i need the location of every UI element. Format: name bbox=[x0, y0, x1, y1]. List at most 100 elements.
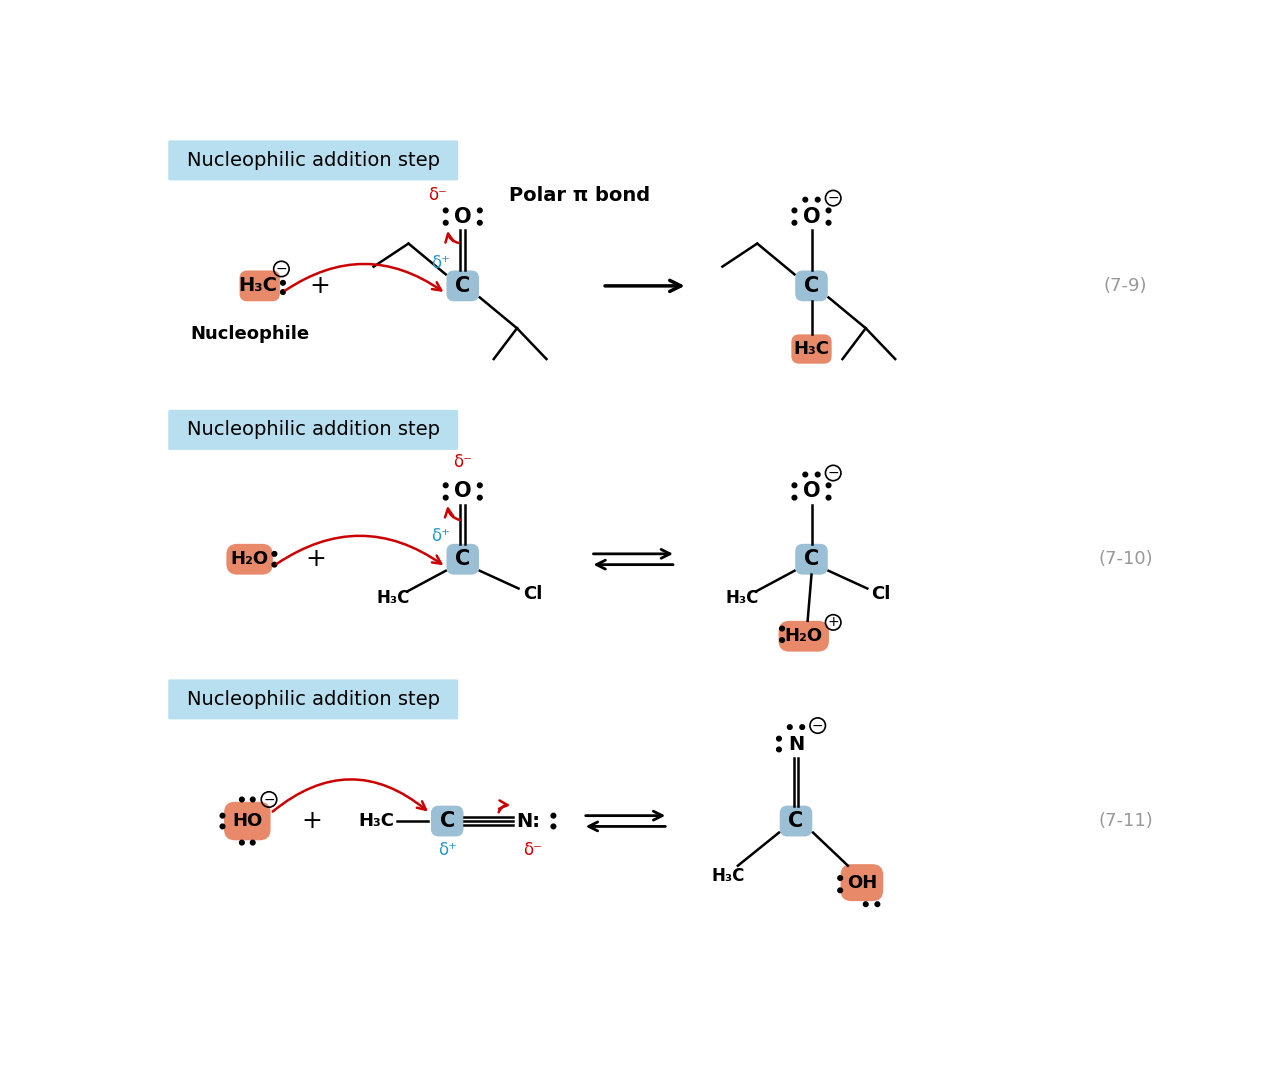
Text: δ⁺: δ⁺ bbox=[431, 254, 451, 272]
Circle shape bbox=[815, 473, 820, 477]
Text: C: C bbox=[788, 811, 804, 831]
Text: δ⁺: δ⁺ bbox=[431, 527, 451, 545]
Text: OH: OH bbox=[846, 874, 877, 892]
Circle shape bbox=[281, 281, 285, 285]
Text: Cl: Cl bbox=[872, 585, 891, 603]
Circle shape bbox=[478, 495, 482, 500]
Circle shape bbox=[250, 797, 256, 801]
Text: δ⁺: δ⁺ bbox=[438, 841, 457, 859]
FancyBboxPatch shape bbox=[795, 544, 828, 575]
Circle shape bbox=[863, 902, 868, 907]
Text: +: + bbox=[827, 616, 838, 630]
Text: C: C bbox=[455, 276, 470, 296]
Circle shape bbox=[478, 483, 482, 488]
Text: H₃C: H₃C bbox=[376, 589, 410, 607]
Text: HO: HO bbox=[232, 812, 262, 830]
Circle shape bbox=[787, 724, 792, 730]
Circle shape bbox=[551, 813, 556, 818]
Text: O: O bbox=[455, 207, 471, 226]
Circle shape bbox=[779, 626, 785, 631]
Circle shape bbox=[792, 208, 797, 212]
Text: N: N bbox=[788, 734, 804, 753]
Text: −: − bbox=[811, 718, 823, 733]
Text: H₃C: H₃C bbox=[725, 589, 759, 607]
Text: δ⁻: δ⁻ bbox=[429, 186, 447, 204]
Text: −: − bbox=[263, 793, 275, 807]
Text: O: O bbox=[802, 481, 820, 501]
Circle shape bbox=[240, 841, 244, 845]
FancyBboxPatch shape bbox=[447, 271, 479, 301]
Circle shape bbox=[777, 747, 781, 752]
Text: H₃C: H₃C bbox=[239, 276, 277, 296]
Circle shape bbox=[443, 495, 448, 500]
Circle shape bbox=[779, 638, 785, 642]
Text: δ⁻: δ⁻ bbox=[453, 453, 473, 472]
Circle shape bbox=[876, 902, 880, 907]
Circle shape bbox=[800, 724, 805, 730]
Circle shape bbox=[838, 888, 842, 893]
Circle shape bbox=[281, 290, 285, 294]
FancyBboxPatch shape bbox=[841, 864, 883, 902]
Circle shape bbox=[826, 208, 831, 212]
Text: (7-9): (7-9) bbox=[1104, 277, 1147, 294]
Circle shape bbox=[478, 208, 482, 212]
Text: Nucleophilic addition step: Nucleophilic addition step bbox=[186, 150, 439, 170]
FancyBboxPatch shape bbox=[223, 801, 271, 841]
Circle shape bbox=[250, 841, 256, 845]
Text: −: − bbox=[276, 262, 288, 276]
Text: Nucleophilic addition step: Nucleophilic addition step bbox=[186, 690, 439, 708]
Text: H₃C: H₃C bbox=[358, 812, 394, 830]
Circle shape bbox=[826, 495, 831, 500]
Circle shape bbox=[802, 473, 808, 477]
FancyBboxPatch shape bbox=[431, 806, 464, 837]
Circle shape bbox=[220, 813, 225, 818]
FancyBboxPatch shape bbox=[168, 680, 458, 719]
Circle shape bbox=[802, 197, 808, 202]
Circle shape bbox=[792, 483, 797, 488]
Circle shape bbox=[478, 221, 482, 225]
Circle shape bbox=[777, 736, 781, 740]
FancyBboxPatch shape bbox=[168, 141, 458, 180]
FancyBboxPatch shape bbox=[791, 334, 832, 364]
Text: Nucleophile: Nucleophile bbox=[191, 324, 309, 343]
Text: N:: N: bbox=[516, 812, 541, 830]
Circle shape bbox=[272, 552, 277, 556]
Text: +: + bbox=[302, 809, 322, 833]
Circle shape bbox=[792, 221, 797, 225]
FancyBboxPatch shape bbox=[778, 621, 829, 652]
FancyBboxPatch shape bbox=[447, 544, 479, 575]
Text: H₃C: H₃C bbox=[711, 867, 745, 886]
Circle shape bbox=[443, 221, 448, 225]
Text: H₂O: H₂O bbox=[231, 551, 268, 569]
Text: +: + bbox=[309, 274, 330, 298]
Circle shape bbox=[826, 221, 831, 225]
Circle shape bbox=[272, 562, 277, 567]
Text: H₃C: H₃C bbox=[794, 340, 829, 359]
FancyBboxPatch shape bbox=[240, 271, 280, 301]
Text: C: C bbox=[804, 550, 819, 569]
Text: Polar π bond: Polar π bond bbox=[510, 186, 651, 205]
Circle shape bbox=[815, 197, 820, 202]
Text: H₂O: H₂O bbox=[785, 627, 823, 646]
Circle shape bbox=[240, 797, 244, 801]
Circle shape bbox=[792, 495, 797, 500]
Text: O: O bbox=[455, 481, 471, 501]
Text: C: C bbox=[804, 276, 819, 296]
FancyBboxPatch shape bbox=[168, 410, 458, 450]
Circle shape bbox=[838, 876, 842, 880]
Text: −: − bbox=[827, 191, 838, 205]
Circle shape bbox=[826, 483, 831, 488]
Text: (7-10): (7-10) bbox=[1098, 551, 1153, 569]
FancyBboxPatch shape bbox=[226, 544, 273, 575]
Text: −: − bbox=[827, 466, 838, 480]
Text: +: + bbox=[306, 547, 326, 571]
Text: C: C bbox=[455, 550, 470, 569]
Circle shape bbox=[443, 208, 448, 212]
Text: O: O bbox=[802, 207, 820, 226]
Circle shape bbox=[551, 824, 556, 829]
Text: C: C bbox=[439, 811, 455, 831]
Text: (7-11): (7-11) bbox=[1098, 812, 1153, 830]
Text: δ⁻: δ⁻ bbox=[523, 841, 542, 859]
Text: Cl: Cl bbox=[523, 585, 542, 603]
Circle shape bbox=[443, 483, 448, 488]
